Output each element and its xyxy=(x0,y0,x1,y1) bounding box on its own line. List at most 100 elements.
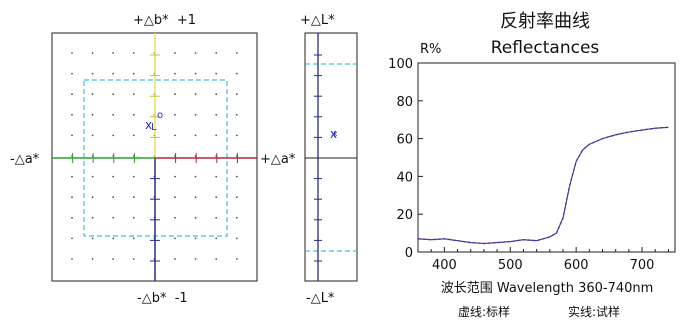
grid-dot xyxy=(235,134,238,137)
ab-axis-ticks xyxy=(72,54,238,262)
grid-dot xyxy=(71,52,73,54)
x-tick-label: 500 xyxy=(498,258,523,273)
grid-dot xyxy=(194,72,197,75)
grid-dot xyxy=(71,93,73,96)
grid-dot xyxy=(91,216,94,219)
grid-dot xyxy=(71,258,73,260)
grid-dot xyxy=(112,134,115,137)
grid-dot xyxy=(235,196,238,199)
reflectance-axes: 0 20 40 60 80 100 400 500 600 700 xyxy=(388,57,669,273)
grid-dot xyxy=(235,113,238,116)
grid-dot xyxy=(215,52,218,54)
grid-dot xyxy=(174,258,176,260)
legend-solid: 实线:试样 xyxy=(568,304,620,319)
grid-dot xyxy=(235,175,238,178)
grid-dot xyxy=(112,196,115,199)
plot-area xyxy=(417,62,676,253)
grid-dot xyxy=(235,216,238,219)
grid-dot xyxy=(235,237,238,240)
ab-marker-x: x xyxy=(145,118,152,132)
x-tick-label: 700 xyxy=(630,258,655,273)
grid-dot xyxy=(174,113,176,116)
l-marker-x: x xyxy=(330,127,337,141)
grid-dot xyxy=(112,175,115,178)
grid-dot xyxy=(132,52,135,54)
grid-dot xyxy=(112,258,115,260)
grid-dot xyxy=(91,237,94,240)
grid-dot xyxy=(91,72,94,75)
grid-dot xyxy=(215,258,218,260)
grid-dot xyxy=(174,237,176,240)
y-axis-label: R% xyxy=(420,42,441,57)
grid-dot xyxy=(194,216,197,219)
grid-dot xyxy=(91,113,94,116)
grid-dot xyxy=(215,134,218,137)
grid-dot xyxy=(91,134,94,137)
sample-curve-solid xyxy=(417,126,669,245)
grid-dot xyxy=(71,196,73,199)
grid-dot xyxy=(194,113,197,116)
grid-dot xyxy=(215,72,218,75)
grid-dot xyxy=(132,258,135,260)
y-tick-label: 40 xyxy=(396,170,413,185)
grid-dot xyxy=(235,93,238,96)
grid-dot xyxy=(91,175,94,178)
ab-top-label: +△b* +1 xyxy=(133,13,196,28)
grid-dot xyxy=(174,72,176,75)
ab-grid-dots xyxy=(71,52,238,260)
l-bottom-label: -△L* xyxy=(306,291,335,306)
grid-dot xyxy=(215,196,218,199)
grid-dot xyxy=(132,134,135,137)
grid-dot xyxy=(174,93,176,96)
grid-dot xyxy=(71,175,73,178)
grid-dot xyxy=(112,72,115,75)
grid-dot xyxy=(71,72,73,75)
ab-left-label: -△a* xyxy=(10,152,40,167)
grid-dot xyxy=(112,216,115,219)
grid-dot xyxy=(215,237,218,240)
grid-dot xyxy=(132,175,135,178)
grid-dot xyxy=(235,52,238,54)
grid-dot xyxy=(194,258,197,260)
y-tick-label: 20 xyxy=(396,208,413,223)
y-tick-label: 80 xyxy=(396,95,413,110)
grid-dot xyxy=(194,175,197,178)
x-tick-label: 400 xyxy=(432,258,457,273)
grid-dot xyxy=(215,175,218,178)
y-tick-label: 60 xyxy=(396,133,413,148)
grid-dot xyxy=(112,52,115,54)
ab-right-label: +△a* xyxy=(260,152,296,167)
grid-dot xyxy=(235,72,238,75)
grid-dot xyxy=(215,93,218,96)
grid-dot xyxy=(132,113,135,116)
grid-dot xyxy=(112,113,115,116)
grid-dot xyxy=(132,237,135,240)
grid-dot xyxy=(91,196,94,199)
grid-dot xyxy=(194,196,197,199)
l-top-label: +△L* xyxy=(300,13,335,28)
grid-dot xyxy=(174,216,176,219)
grid-dot xyxy=(71,113,73,116)
grid-dot xyxy=(215,216,218,219)
grid-dot xyxy=(194,237,197,240)
grid-dot xyxy=(91,93,94,96)
grid-dot xyxy=(194,93,197,96)
grid-dot xyxy=(91,258,94,260)
grid-dot xyxy=(215,113,218,116)
grid-dot xyxy=(174,52,176,54)
ab-marker-o: o xyxy=(157,110,163,121)
l-marker-star: * xyxy=(331,130,338,145)
grid-dot xyxy=(71,134,73,137)
legend-dashed: 虚线:标样 xyxy=(458,304,510,319)
grid-dot xyxy=(112,93,115,96)
ab-marker-l: L xyxy=(151,122,157,133)
y-tick-label: 100 xyxy=(388,57,413,72)
l-plot-frame xyxy=(304,32,358,282)
reflectance-chart: 反射率曲线 Reflectances R% 0 20 40 60 80 100 400 500… xyxy=(388,11,676,319)
grid-dot xyxy=(71,216,73,219)
grid-dot xyxy=(174,175,176,178)
grid-dot xyxy=(132,72,135,75)
grid-dot xyxy=(174,134,176,137)
chart-subtitle: Reflectances xyxy=(491,38,600,58)
